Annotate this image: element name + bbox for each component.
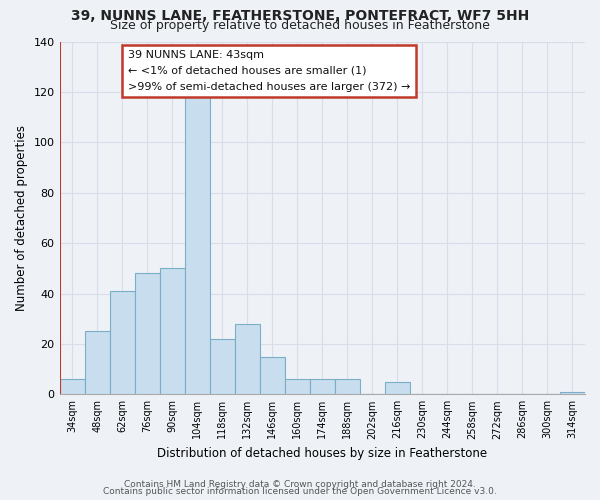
X-axis label: Distribution of detached houses by size in Featherstone: Distribution of detached houses by size … [157,447,487,460]
Bar [235,324,260,394]
Text: Contains HM Land Registry data © Crown copyright and database right 2024.: Contains HM Land Registry data © Crown c… [124,480,476,489]
Text: Size of property relative to detached houses in Featherstone: Size of property relative to detached ho… [110,19,490,32]
Bar [285,379,310,394]
Bar [209,339,235,394]
Bar [185,97,209,394]
Bar [85,332,110,394]
Bar [335,379,360,394]
Bar [260,356,285,395]
Text: 39 NUNNS LANE: 43sqm
← <1% of detached houses are smaller (1)
>99% of semi-detac: 39 NUNNS LANE: 43sqm ← <1% of detached h… [128,50,410,92]
Bar [385,382,410,394]
Bar [110,291,134,395]
Bar [310,379,335,394]
Text: 39, NUNNS LANE, FEATHERSTONE, PONTEFRACT, WF7 5HH: 39, NUNNS LANE, FEATHERSTONE, PONTEFRACT… [71,9,529,23]
Y-axis label: Number of detached properties: Number of detached properties [15,125,28,311]
Text: Contains public sector information licensed under the Open Government Licence v3: Contains public sector information licen… [103,487,497,496]
Bar [160,268,185,394]
Bar [134,274,160,394]
Bar [560,392,585,394]
Bar [59,379,85,394]
